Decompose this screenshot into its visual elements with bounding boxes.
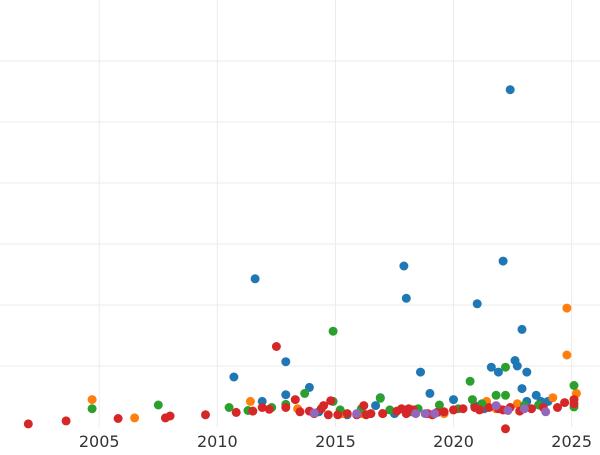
data-point (522, 367, 532, 377)
data-point (562, 350, 572, 360)
data-point (430, 409, 440, 419)
x-tick-label: 2015 (315, 432, 356, 450)
data-point (569, 381, 579, 390)
data-point (257, 403, 267, 412)
data-point (87, 404, 97, 414)
data-point (491, 390, 501, 400)
data-point (248, 406, 258, 416)
data-point (201, 410, 210, 420)
data-point (130, 413, 140, 423)
data-point (527, 404, 536, 414)
data-point (449, 395, 458, 405)
data-point (503, 406, 513, 415)
data-point (245, 396, 255, 406)
data-point (411, 409, 421, 419)
data-point (512, 361, 522, 371)
data-point (61, 416, 71, 426)
data-point (486, 362, 496, 372)
data-point (399, 261, 409, 271)
x-tick-label: 2020 (433, 432, 474, 450)
data-point (229, 372, 239, 382)
data-point (281, 403, 291, 412)
data-point (281, 390, 291, 400)
data-point (401, 409, 411, 419)
data-point (87, 395, 97, 405)
data-point (153, 400, 163, 410)
data-point (517, 324, 527, 334)
data-point (224, 403, 234, 412)
data-point (569, 399, 579, 409)
x-tick-label: 2010 (197, 432, 238, 450)
data-point (501, 390, 510, 400)
data-point (328, 326, 338, 336)
data-point (359, 401, 369, 411)
data-point (439, 407, 449, 417)
data-point (352, 409, 362, 419)
data-point (505, 85, 515, 95)
data-point (231, 407, 241, 417)
data-point (498, 256, 508, 266)
data-point (541, 407, 551, 417)
data-point (512, 399, 522, 409)
data-point (420, 409, 430, 419)
data-point (458, 404, 468, 414)
data-point (342, 409, 352, 419)
data-point (491, 401, 501, 411)
x-tick-label: 2005 (79, 432, 120, 450)
data-point (290, 395, 300, 405)
data-point (401, 293, 411, 303)
data-point (475, 405, 484, 415)
data-point (271, 342, 281, 351)
data-point (165, 411, 175, 421)
data-point (493, 367, 503, 377)
data-point (361, 410, 371, 420)
data-point (553, 403, 562, 412)
data-point (465, 376, 475, 386)
data-point (425, 388, 435, 398)
data-point (531, 390, 541, 400)
data-point (371, 401, 381, 411)
data-point (449, 405, 458, 415)
data-point (378, 409, 388, 419)
data-point (467, 395, 477, 405)
data-point (281, 357, 291, 367)
data-point (309, 408, 319, 418)
data-point (319, 401, 329, 411)
data-point (519, 404, 529, 414)
tick-layer: 2005 2010 2015 2020 2025 (79, 432, 592, 451)
grid-layer (0, 0, 600, 427)
data-point (501, 362, 510, 372)
data-point (434, 400, 444, 410)
data-point (113, 414, 123, 423)
data-point (560, 398, 570, 408)
data-point (264, 404, 274, 414)
data-point (323, 410, 333, 420)
x-tick-label: 2025 (551, 432, 592, 450)
data-point (517, 384, 527, 394)
data-point (300, 388, 310, 398)
data-point (416, 367, 425, 377)
data-point (548, 393, 558, 403)
data-point (333, 410, 343, 420)
data-point (375, 393, 385, 403)
data-point (472, 299, 482, 309)
points-layer (23, 85, 581, 434)
data-point (385, 405, 395, 415)
data-point (484, 403, 494, 412)
data-point (295, 407, 305, 417)
data-point (23, 419, 33, 429)
data-point (326, 396, 336, 406)
data-point (250, 274, 260, 284)
data-point (501, 424, 510, 434)
data-point (562, 303, 572, 313)
